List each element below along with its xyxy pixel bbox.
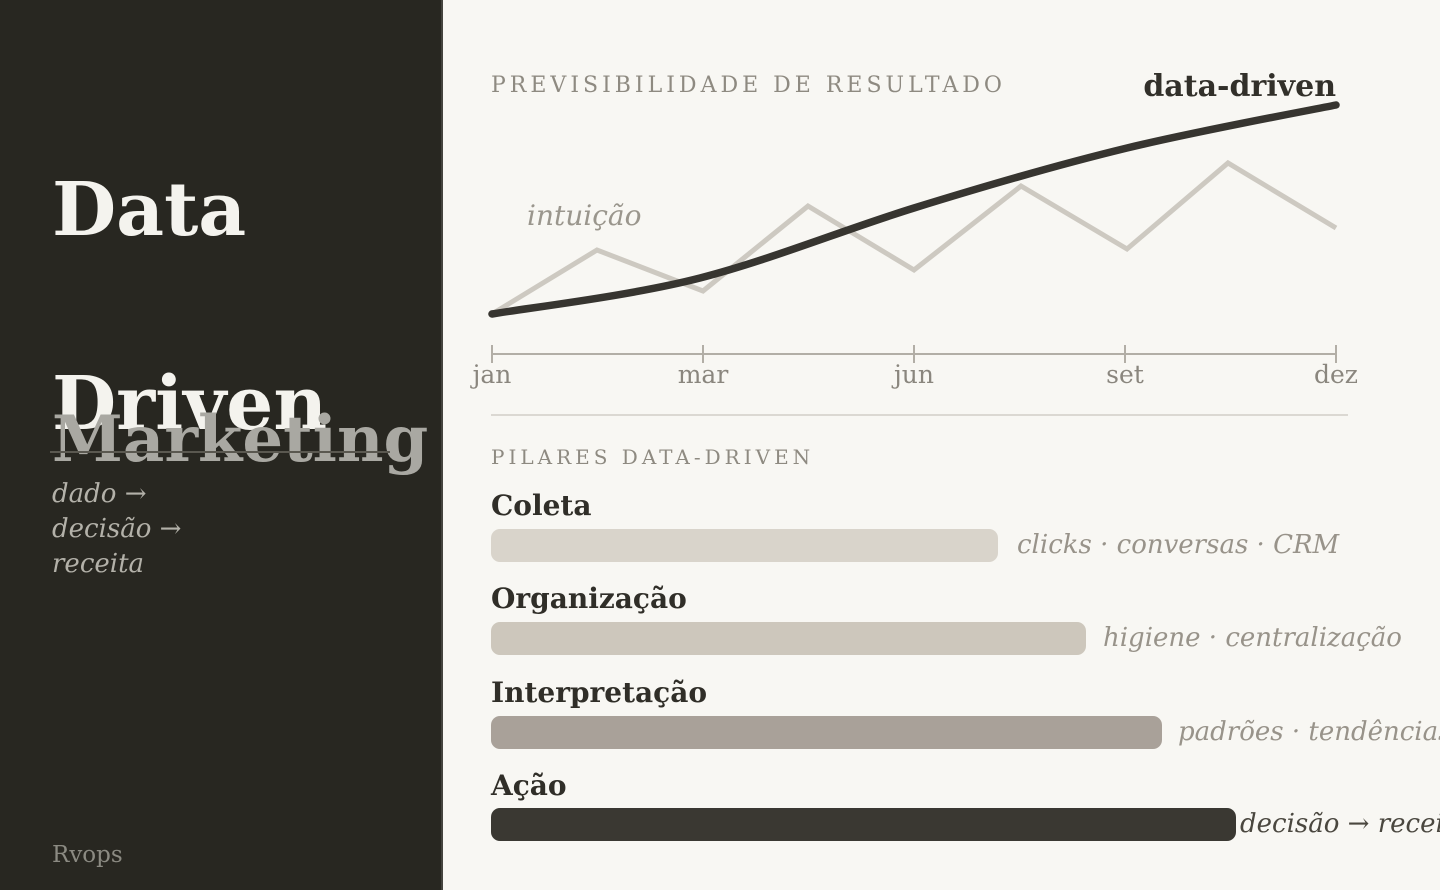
flow-item-dado: dado → <box>52 479 147 509</box>
x-tick-label-dez: dez <box>1314 360 1358 389</box>
page-title: Data Driven <box>52 162 327 453</box>
pillars-section-title: PILARES DATA-DRIVEN <box>491 445 815 469</box>
data-driven-series-label: data-driven <box>1143 69 1336 104</box>
section-divider <box>491 414 1348 416</box>
chart-section-title: PREVISIBILIDADE DE RESULTADO <box>491 73 1006 98</box>
pillar-label-organizacao: Organização <box>491 582 687 615</box>
pillar-bar-interpretacao <box>491 716 1162 749</box>
flow-item-decisao: decisão → <box>52 514 182 544</box>
pillar-annotation-organizacao: higiene · centralização <box>1103 623 1402 653</box>
page-title-line2: Driven <box>52 360 328 447</box>
sidebar: Data Driven Marketing dado → decisão → r… <box>0 0 443 890</box>
brand-logo: Rvops <box>52 842 123 868</box>
flow-list: dado → decisão → receita <box>52 477 181 582</box>
x-axis <box>491 345 1337 363</box>
sidebar-divider <box>50 451 390 453</box>
pillar-label-acao: Ação <box>491 769 567 802</box>
x-tick-label-jan: jan <box>472 360 512 389</box>
x-tick-label-set: set <box>1106 360 1144 389</box>
page-subtitle: Marketing <box>52 402 429 478</box>
pillar-bar-acao <box>491 808 1236 841</box>
intuition-series-label: intuição <box>527 199 642 232</box>
pillar-annotation-coleta: clicks · conversas · CRM <box>1017 530 1340 560</box>
page-title-line1: Data <box>52 166 247 253</box>
pillar-label-coleta: Coleta <box>491 489 592 522</box>
pillar-annotation-acao: decisão → receita <box>1240 809 1440 839</box>
pillar-bar-organizacao <box>491 622 1086 655</box>
pillar-bar-coleta <box>491 529 998 562</box>
line-chart <box>488 101 1340 363</box>
x-tick-label-mar: mar <box>677 360 729 389</box>
data-driven-line <box>488 101 1340 318</box>
x-tick-label-jun: jun <box>894 360 934 389</box>
flow-item-receita: receita <box>52 549 145 579</box>
pillar-annotation-interpretacao: padrões · tendências <box>1178 717 1440 747</box>
intuition-line <box>490 159 1338 317</box>
pillar-label-interpretacao: Interpretação <box>491 676 708 709</box>
